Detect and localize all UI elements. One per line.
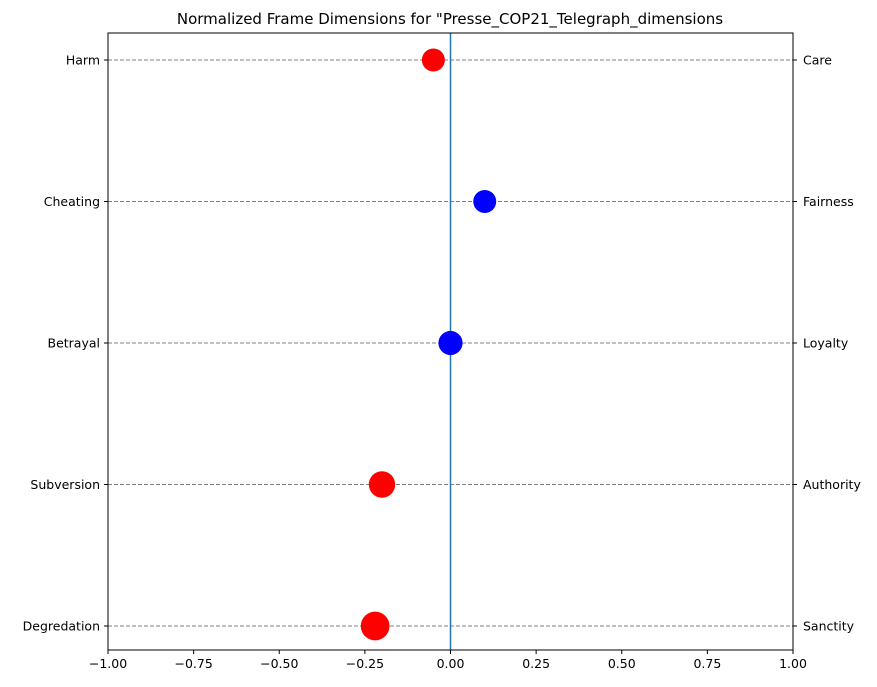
data-point — [368, 471, 396, 498]
x-tick-label: 0.75 — [693, 656, 721, 671]
x-tick-label: 1.00 — [779, 656, 807, 671]
left-label: Degredation — [23, 619, 100, 634]
x-tick-label: −1.00 — [89, 656, 127, 671]
right-label: Authority — [803, 477, 861, 492]
left-axis-labels: Harm Cheating Betrayal Subversion Degredatio… — [23, 53, 108, 634]
x-tick-label: −0.50 — [260, 656, 298, 671]
data-point — [360, 611, 390, 641]
data-point — [473, 190, 497, 213]
right-label: Care — [803, 53, 832, 68]
left-label: Cheating — [44, 194, 100, 209]
left-label: Subversion — [30, 477, 100, 492]
left-label: Harm — [66, 53, 100, 68]
x-tick-label: −0.25 — [346, 656, 384, 671]
chart-title: Normalized Frame Dimensions for "Presse_… — [177, 10, 723, 29]
x-tick-label: 0.50 — [608, 656, 636, 671]
data-point — [438, 330, 463, 356]
right-axis-labels: Care Fairness Loyalty Authority Sanctity — [793, 53, 861, 634]
x-tick-label: −0.75 — [174, 656, 212, 671]
data-points — [360, 48, 497, 641]
left-label: Betrayal — [48, 336, 101, 351]
x-tick-label: 0.25 — [522, 656, 550, 671]
right-label: Fairness — [803, 194, 854, 209]
right-label: Sanctity — [803, 619, 855, 634]
data-point — [421, 48, 445, 72]
x-tick-label: 0.00 — [437, 656, 465, 671]
right-label: Loyalty — [803, 336, 849, 351]
x-axis: −1.00 −0.75 −0.50 −0.25 0.00 0.25 0.50 0.75 1.00 — [89, 650, 807, 671]
